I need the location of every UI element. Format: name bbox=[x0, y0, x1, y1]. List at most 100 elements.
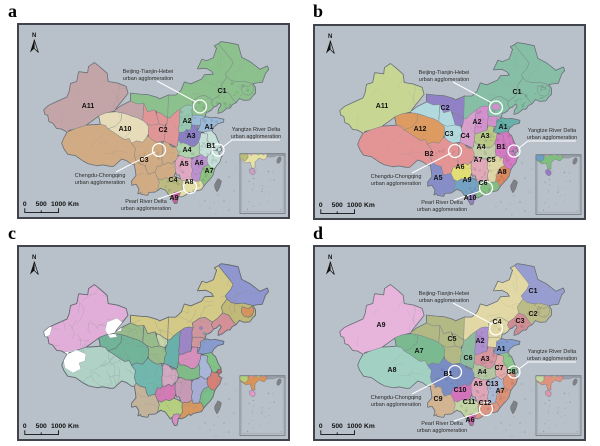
svg-text:C11: C11 bbox=[463, 399, 476, 406]
svg-text:Chengdu-Chongqing: Chengdu-Chongqing bbox=[371, 174, 422, 180]
svg-text:urban agglomeration: urban agglomeration bbox=[231, 134, 281, 140]
svg-text:urban agglomeration: urban agglomeration bbox=[123, 76, 173, 82]
svg-text:A8: A8 bbox=[388, 367, 397, 374]
svg-text:A3: A3 bbox=[481, 133, 490, 140]
svg-text:A3: A3 bbox=[187, 133, 196, 140]
svg-text:C10: C10 bbox=[454, 387, 467, 394]
svg-text:A6: A6 bbox=[456, 164, 465, 171]
svg-text:Beijing-Tianjin-Hebei: Beijing-Tianjin-Hebei bbox=[419, 291, 470, 297]
svg-text:A5: A5 bbox=[474, 381, 483, 388]
svg-text:Chengdu-Chongqing: Chengdu-Chongqing bbox=[75, 173, 126, 179]
svg-text:A4: A4 bbox=[477, 144, 486, 151]
svg-text:C1: C1 bbox=[218, 88, 227, 95]
svg-text:C4: C4 bbox=[493, 319, 502, 326]
svg-text:A7: A7 bbox=[205, 168, 214, 175]
svg-text:urban agglomeration: urban agglomeration bbox=[419, 77, 469, 83]
svg-text:urban agglomeration: urban agglomeration bbox=[417, 207, 467, 213]
svg-text:A7: A7 bbox=[496, 388, 505, 395]
svg-text:C1: C1 bbox=[529, 288, 538, 295]
svg-text:A5: A5 bbox=[434, 175, 443, 182]
svg-text:A7: A7 bbox=[415, 348, 424, 355]
svg-text:urban agglomeration: urban agglomeration bbox=[371, 402, 421, 408]
svg-text:C3: C3 bbox=[140, 157, 149, 164]
svg-text:500: 500 bbox=[36, 423, 47, 430]
svg-text:500: 500 bbox=[332, 423, 343, 430]
svg-text:Beijing-Tianjin-Hebei: Beijing-Tianjin-Hebei bbox=[123, 69, 174, 75]
svg-text:Yangtze River Delta: Yangtze River Delta bbox=[528, 349, 577, 355]
svg-text:A1: A1 bbox=[205, 124, 214, 131]
svg-text:C7: C7 bbox=[495, 365, 504, 372]
svg-text:Km: Km bbox=[364, 423, 375, 430]
svg-text:A10: A10 bbox=[464, 195, 477, 202]
svg-text:C2: C2 bbox=[441, 105, 450, 112]
svg-text:500: 500 bbox=[36, 201, 47, 208]
svg-text:C6: C6 bbox=[464, 355, 473, 362]
svg-text:A2: A2 bbox=[476, 338, 485, 345]
svg-text:B1: B1 bbox=[207, 143, 216, 150]
svg-text:C8: C8 bbox=[507, 369, 516, 376]
svg-text:urban agglomeration: urban agglomeration bbox=[75, 180, 125, 186]
svg-text:A8: A8 bbox=[185, 179, 194, 186]
svg-text:1000: 1000 bbox=[347, 202, 362, 209]
svg-text:A7: A7 bbox=[474, 157, 483, 164]
svg-text:A11: A11 bbox=[82, 103, 95, 110]
svg-text:C2: C2 bbox=[159, 127, 168, 134]
svg-text:C12: C12 bbox=[479, 400, 492, 407]
svg-text:0: 0 bbox=[23, 423, 27, 430]
svg-text:A12: A12 bbox=[414, 126, 427, 133]
svg-text:A1: A1 bbox=[497, 346, 506, 353]
svg-text:A3: A3 bbox=[481, 356, 490, 363]
svg-text:C13: C13 bbox=[486, 381, 499, 388]
svg-text:0: 0 bbox=[319, 423, 323, 430]
svg-text:N: N bbox=[32, 255, 36, 261]
svg-text:A1: A1 bbox=[499, 124, 508, 131]
svg-text:1000: 1000 bbox=[51, 423, 66, 430]
svg-text:B1: B1 bbox=[497, 144, 506, 151]
svg-text:urban agglomeration: urban agglomeration bbox=[527, 356, 577, 362]
svg-text:Yangtze River Delta: Yangtze River Delta bbox=[528, 128, 577, 134]
svg-text:A8: A8 bbox=[498, 169, 507, 176]
svg-text:urban agglomeration: urban agglomeration bbox=[419, 298, 469, 304]
svg-text:A9: A9 bbox=[170, 195, 179, 202]
svg-text:C4: C4 bbox=[169, 177, 178, 184]
svg-text:0: 0 bbox=[319, 202, 323, 209]
svg-text:N: N bbox=[328, 34, 332, 40]
svg-text:urban agglomeration: urban agglomeration bbox=[527, 135, 577, 141]
svg-text:1000: 1000 bbox=[51, 201, 66, 208]
svg-text:500: 500 bbox=[332, 202, 343, 209]
svg-text:A4: A4 bbox=[183, 147, 192, 154]
svg-text:C3: C3 bbox=[445, 131, 454, 138]
svg-text:urban agglomeration: urban agglomeration bbox=[121, 206, 171, 212]
svg-text:0: 0 bbox=[23, 201, 27, 208]
svg-text:C1: C1 bbox=[513, 89, 522, 96]
svg-text:C4: C4 bbox=[461, 133, 470, 140]
svg-text:C9: C9 bbox=[434, 396, 443, 403]
svg-text:Pearl River Delta: Pearl River Delta bbox=[421, 421, 464, 427]
svg-text:A9: A9 bbox=[377, 322, 386, 329]
svg-text:B2: B2 bbox=[425, 151, 434, 158]
svg-text:B1: B1 bbox=[444, 371, 453, 378]
svg-text:urban agglomeration: urban agglomeration bbox=[371, 181, 421, 187]
svg-text:C5: C5 bbox=[448, 336, 457, 343]
svg-text:A10: A10 bbox=[119, 126, 132, 133]
svg-text:Km: Km bbox=[68, 423, 79, 430]
svg-text:A2: A2 bbox=[183, 118, 192, 125]
svg-text:Pearl River Delta: Pearl River Delta bbox=[421, 200, 464, 206]
svg-text:urban agglomeration: urban agglomeration bbox=[417, 428, 467, 434]
svg-text:C3: C3 bbox=[516, 318, 525, 325]
svg-text:N: N bbox=[328, 255, 332, 261]
svg-text:A6: A6 bbox=[195, 160, 204, 167]
svg-text:C5: C5 bbox=[487, 157, 496, 164]
svg-text:Yangtze River Delta: Yangtze River Delta bbox=[232, 127, 281, 133]
svg-text:C2: C2 bbox=[529, 311, 538, 318]
svg-text:A11: A11 bbox=[376, 103, 389, 110]
svg-text:A5: A5 bbox=[180, 161, 189, 168]
svg-text:A9: A9 bbox=[463, 177, 472, 184]
svg-text:A4: A4 bbox=[478, 369, 487, 376]
svg-text:Km: Km bbox=[364, 202, 375, 209]
svg-text:1000: 1000 bbox=[347, 423, 362, 430]
svg-text:Pearl River Delta: Pearl River Delta bbox=[125, 199, 168, 205]
svg-text:C6: C6 bbox=[479, 180, 488, 187]
svg-text:Chengdu-Chongqing: Chengdu-Chongqing bbox=[371, 395, 422, 401]
svg-text:A2: A2 bbox=[473, 119, 482, 126]
